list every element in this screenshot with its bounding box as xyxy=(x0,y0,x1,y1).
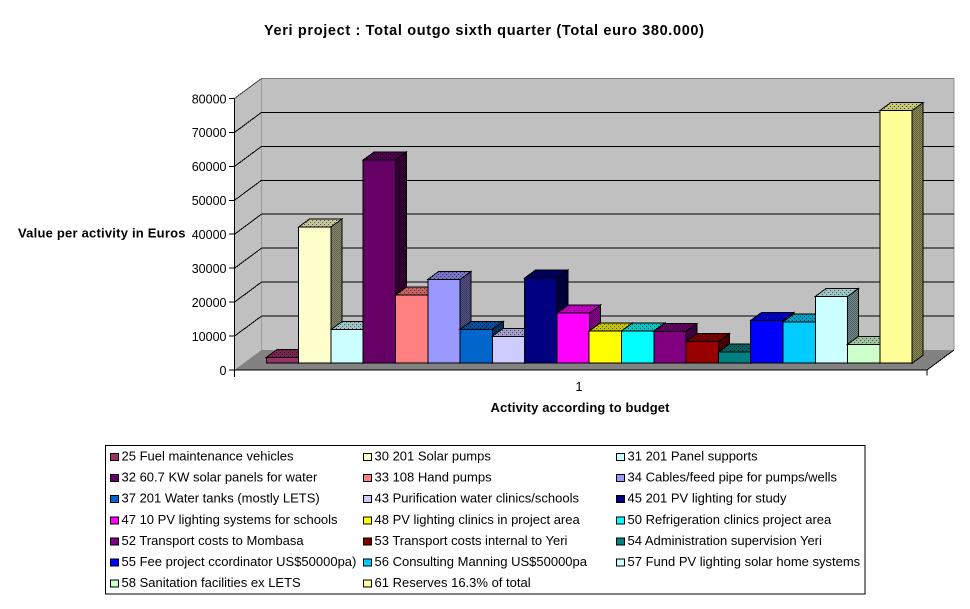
svg-text:80000: 80000 xyxy=(192,92,227,106)
svg-text:33 108 Hand pumps: 33 108 Hand pumps xyxy=(375,470,493,485)
svg-text:60000: 60000 xyxy=(192,160,227,174)
svg-text:61 Reserves 16.3% of total: 61 Reserves 16.3% of total xyxy=(375,575,531,590)
svg-text:0: 0 xyxy=(220,364,227,378)
svg-text:32 60.7 KW solar panels for wa: 32 60.7 KW solar panels for water xyxy=(122,470,318,485)
svg-text:57 Fund PV lighting solar home: 57 Fund PV lighting solar home systems xyxy=(628,554,861,569)
svg-text:25 Fuel maintenance vehicles: 25 Fuel maintenance vehicles xyxy=(122,449,294,464)
svg-text:54 Administration supervision: 54 Administration supervision Yeri xyxy=(628,533,823,548)
svg-text:50000: 50000 xyxy=(192,194,227,208)
svg-text:40000: 40000 xyxy=(192,228,227,242)
svg-text:43 Purification water clinics/: 43 Purification water clinics/schools xyxy=(375,491,580,506)
svg-text:50 Refrigeration clinics proje: 50 Refrigeration clinics project area xyxy=(628,512,833,527)
svg-text:45 201 PV lighting for study: 45 201 PV lighting for study xyxy=(628,491,787,506)
svg-text:48 PV lighting clinics in proj: 48 PV lighting clinics in project area xyxy=(375,512,581,527)
svg-text:30000: 30000 xyxy=(192,262,227,276)
svg-text:30 201 Solar pumps: 30 201 Solar pumps xyxy=(375,449,492,464)
svg-text:52 Transport costs to Mombasa: 52 Transport costs to Mombasa xyxy=(122,533,305,548)
svg-text:56 Consulting Manning US$50000: 56 Consulting Manning US$50000pa xyxy=(375,554,588,569)
svg-text:20000: 20000 xyxy=(192,296,227,310)
svg-text:37 201 Water tanks (mostly LET: 37 201 Water tanks (mostly LETS) xyxy=(122,491,320,506)
svg-text:Yeri project : Total outgo six: Yeri project : Total outgo sixth quarter… xyxy=(264,23,704,39)
svg-text:10000: 10000 xyxy=(192,330,227,344)
svg-text:55 Fee project ccordinator US$: 55 Fee project ccordinator US$50000pa) xyxy=(122,554,357,569)
svg-text:Value per activity in Euros: Value per activity in Euros xyxy=(18,226,186,241)
svg-text:Activity according to budget: Activity according to budget xyxy=(491,400,671,415)
svg-text:47 10 PV lighting systems for: 47 10 PV lighting systems for schools xyxy=(122,512,339,527)
svg-text:1: 1 xyxy=(575,379,582,394)
svg-text:58 Sanitation facilities ex LE: 58 Sanitation facilities ex LETS xyxy=(122,575,302,590)
svg-text:53 Transport costs internal to: 53 Transport costs internal to Yeri xyxy=(375,533,568,548)
svg-text:31 201 Panel supports: 31 201 Panel supports xyxy=(628,449,759,464)
svg-text:34 Cables/feed pipe for pumps/: 34 Cables/feed pipe for pumps/wells xyxy=(628,470,838,485)
svg-text:70000: 70000 xyxy=(192,126,227,140)
